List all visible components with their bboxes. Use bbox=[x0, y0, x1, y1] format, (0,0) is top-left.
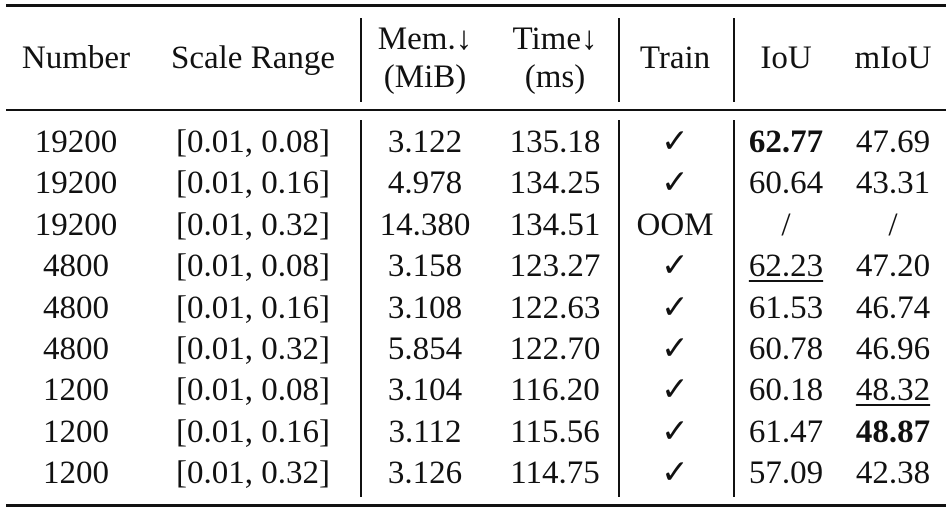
table-cell: ✓ bbox=[661, 413, 689, 450]
table-cell: 19200 bbox=[34, 124, 118, 160]
table-cell: 57.09 bbox=[748, 455, 824, 492]
column-separator bbox=[618, 120, 620, 497]
table-cell: 134.51 bbox=[509, 206, 601, 243]
table-cell: [0.01, 0.16] bbox=[176, 165, 330, 202]
table-cell: 134.25 bbox=[509, 165, 601, 202]
table-cell: / bbox=[888, 206, 898, 243]
table-cell: 47.69 bbox=[855, 124, 931, 160]
table-cell: 62.77 bbox=[748, 124, 824, 160]
table-cell: [0.01, 0.16] bbox=[176, 289, 330, 326]
table-cell: 60.78 bbox=[748, 331, 824, 367]
top-rule bbox=[6, 4, 946, 7]
table-cell: 60.18 bbox=[748, 372, 824, 409]
table-cell: 61.47 bbox=[748, 413, 824, 450]
table-cell: [0.01, 0.32] bbox=[176, 455, 330, 492]
table-cell: 19200 bbox=[34, 165, 118, 202]
table-cell: ✓ bbox=[661, 372, 689, 409]
table-cell: 62.23 bbox=[748, 248, 824, 285]
table-cell: [0.01, 0.08] bbox=[176, 372, 330, 409]
column-separator bbox=[618, 18, 620, 102]
table-cell: 122.70 bbox=[509, 331, 601, 367]
table-cell: 3.158 bbox=[387, 248, 463, 285]
table-cell: 60.64 bbox=[748, 165, 824, 202]
table-cell: [0.01, 0.32] bbox=[176, 206, 330, 243]
table-cell: 1200 bbox=[43, 413, 109, 450]
table-cell: 43.31 bbox=[855, 165, 931, 202]
table-cell: [0.01, 0.08] bbox=[176, 124, 330, 160]
table-cell: 135.18 bbox=[509, 124, 601, 160]
column-separator bbox=[733, 18, 735, 102]
bottom-rule bbox=[6, 504, 946, 507]
column-separator bbox=[733, 120, 735, 497]
table-cell: 5.854 bbox=[387, 331, 463, 367]
header-cell: Time↓ bbox=[512, 21, 598, 57]
table-cell: ✓ bbox=[661, 455, 689, 492]
header-cell: Number bbox=[21, 40, 131, 76]
table-cell: 3.108 bbox=[387, 289, 463, 326]
table-cell: ✓ bbox=[661, 248, 689, 285]
column-separator bbox=[360, 120, 362, 497]
header-cell: mIoU bbox=[854, 40, 932, 76]
table-cell: 48.87 bbox=[855, 413, 931, 450]
column-separator bbox=[360, 18, 362, 102]
header-cell: Scale Range bbox=[170, 40, 336, 76]
table-cell: 19200 bbox=[34, 206, 118, 243]
table-cell: 115.56 bbox=[510, 413, 600, 450]
table-cell: OOM bbox=[636, 206, 714, 243]
table-cell: / bbox=[781, 206, 791, 243]
table-cell: ✓ bbox=[661, 331, 689, 367]
table-cell: 46.74 bbox=[855, 289, 931, 326]
table-cell: 116.20 bbox=[510, 372, 600, 409]
table-cell: 14.380 bbox=[379, 206, 471, 243]
header-cell: Train bbox=[639, 40, 711, 76]
table-cell: 122.63 bbox=[509, 289, 601, 326]
table-cell: 3.112 bbox=[388, 413, 462, 450]
table-cell: ✓ bbox=[661, 165, 689, 202]
header-rule bbox=[6, 109, 946, 111]
table-cell: 3.104 bbox=[387, 372, 463, 409]
table-cell: ✓ bbox=[661, 124, 689, 160]
table-cell: 4.978 bbox=[387, 165, 463, 202]
header-cell: (MiB) bbox=[383, 59, 467, 95]
table-cell: 48.32 bbox=[855, 372, 931, 409]
table-cell: 4800 bbox=[43, 331, 109, 367]
header-cell: IoU bbox=[760, 40, 812, 76]
table-cell: 114.75 bbox=[510, 455, 600, 492]
table-cell: [0.01, 0.08] bbox=[176, 248, 330, 285]
table-cell: [0.01, 0.16] bbox=[176, 413, 330, 450]
table-cell: 3.122 bbox=[387, 124, 463, 160]
table-cell: 4800 bbox=[43, 289, 109, 326]
table-cell: 3.126 bbox=[387, 455, 463, 492]
table-cell: [0.01, 0.32] bbox=[176, 331, 330, 367]
header-cell: Mem.↓ bbox=[377, 21, 473, 57]
table-cell: 1200 bbox=[43, 372, 109, 409]
table-cell: 46.96 bbox=[855, 331, 931, 367]
table-cell: 123.27 bbox=[509, 248, 601, 285]
header-cell: (ms) bbox=[524, 59, 586, 95]
table-cell: 47.20 bbox=[855, 248, 931, 285]
table-cell: ✓ bbox=[661, 289, 689, 326]
table-cell: 4800 bbox=[43, 248, 109, 285]
table-cell: 1200 bbox=[43, 455, 109, 492]
table-cell: 42.38 bbox=[855, 455, 931, 492]
table-cell: 61.53 bbox=[748, 289, 824, 326]
